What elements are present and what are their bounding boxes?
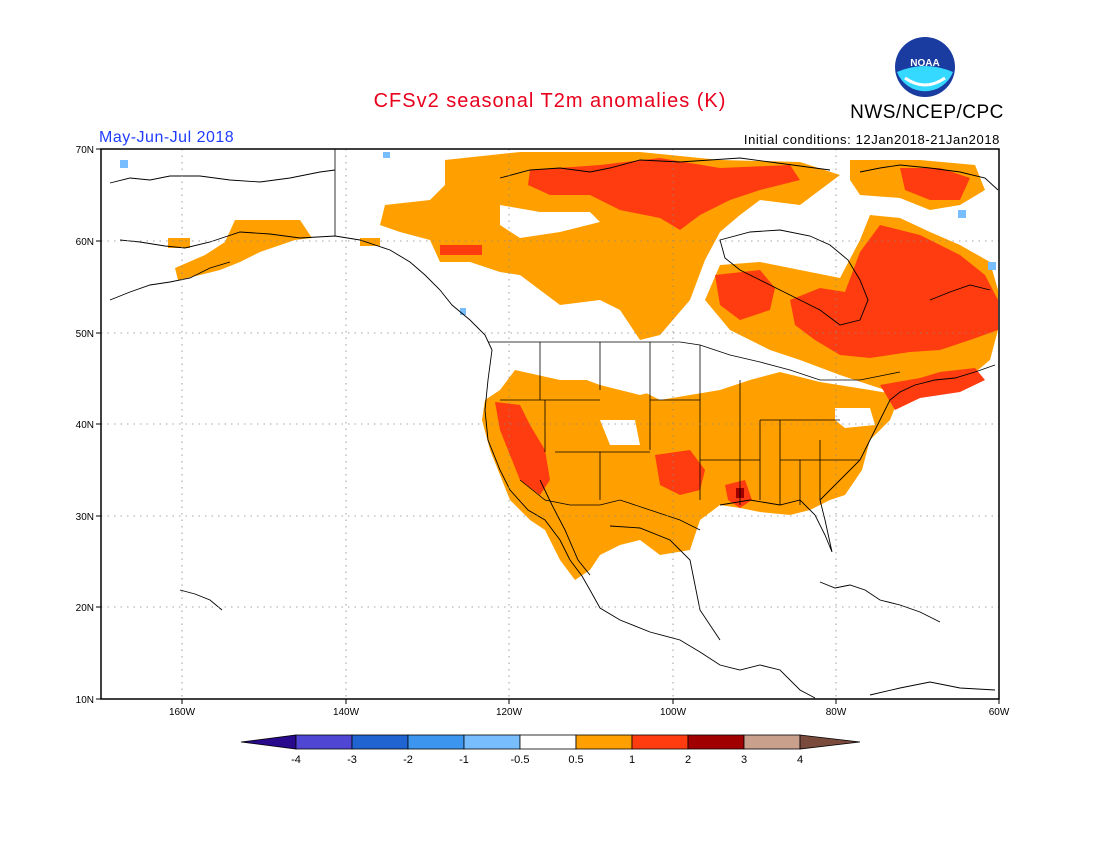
lat-label: 70N bbox=[76, 145, 94, 156]
lon-axis: 160W 140W 120W 100W 80W 60W bbox=[169, 699, 1010, 718]
colorbar-swatch bbox=[463, 734, 521, 750]
colorbar-label: -4 bbox=[291, 754, 301, 766]
noaa-logo: NOAA bbox=[895, 37, 955, 97]
colorbar-high-arrow bbox=[799, 734, 861, 750]
colorbar-label: -2 bbox=[403, 754, 413, 766]
graticule bbox=[101, 149, 999, 699]
colorbar-label: 3 bbox=[741, 754, 747, 766]
lon-label: 160W bbox=[169, 707, 196, 718]
colorbar-label: -3 bbox=[347, 754, 357, 766]
agency-label: NWS/NCEP/CPC bbox=[850, 102, 1004, 123]
initial-conditions: Initial conditions: 12Jan2018-21Jan2018 bbox=[743, 132, 1000, 147]
lon-label: 60W bbox=[989, 707, 1010, 718]
anomaly-shading bbox=[120, 152, 998, 580]
colorbar-swatch bbox=[743, 734, 801, 750]
map-title: CFSv2 seasonal T2m anomalies (K) bbox=[373, 90, 727, 112]
lat-label: 20N bbox=[76, 603, 94, 614]
coastlines bbox=[109, 157, 999, 699]
lon-label: 120W bbox=[496, 707, 523, 718]
colorbar: -4 -3 -2 -1 -0.5 0.5 1 2 3 4 bbox=[240, 734, 861, 766]
lat-label: 40N bbox=[76, 420, 94, 431]
lat-axis: 70N 60N 50N 40N 30N 20N 10N bbox=[76, 145, 101, 706]
colorbar-swatch bbox=[351, 734, 409, 750]
lon-label: 80W bbox=[826, 707, 847, 718]
lon-label: 100W bbox=[660, 707, 687, 718]
colorbar-label: -1 bbox=[459, 754, 469, 766]
colorbar-swatch bbox=[631, 734, 689, 750]
colorbar-label: 1 bbox=[629, 754, 635, 766]
colorbar-swatch bbox=[687, 734, 745, 750]
colorbar-label: 4 bbox=[797, 754, 803, 766]
political-boundaries bbox=[334, 149, 901, 531]
colorbar-label: 2 bbox=[685, 754, 691, 766]
colorbar-swatch bbox=[407, 734, 465, 750]
colorbar-label: 0.5 bbox=[568, 754, 583, 766]
lat-label: 50N bbox=[76, 329, 94, 340]
noaa-logo-text: NOAA bbox=[910, 58, 939, 69]
forecast-period: May-Jun-Jul 2018 bbox=[99, 129, 235, 146]
lat-label: 10N bbox=[76, 695, 94, 706]
lat-label: 30N bbox=[76, 512, 94, 523]
colorbar-swatch bbox=[295, 734, 353, 750]
colorbar-label: -0.5 bbox=[511, 754, 530, 766]
colorbar-low-arrow bbox=[240, 734, 297, 750]
colorbar-swatch bbox=[519, 734, 577, 750]
lon-label: 140W bbox=[333, 707, 360, 718]
lat-label: 60N bbox=[76, 237, 94, 248]
colorbar-swatch bbox=[575, 734, 633, 750]
